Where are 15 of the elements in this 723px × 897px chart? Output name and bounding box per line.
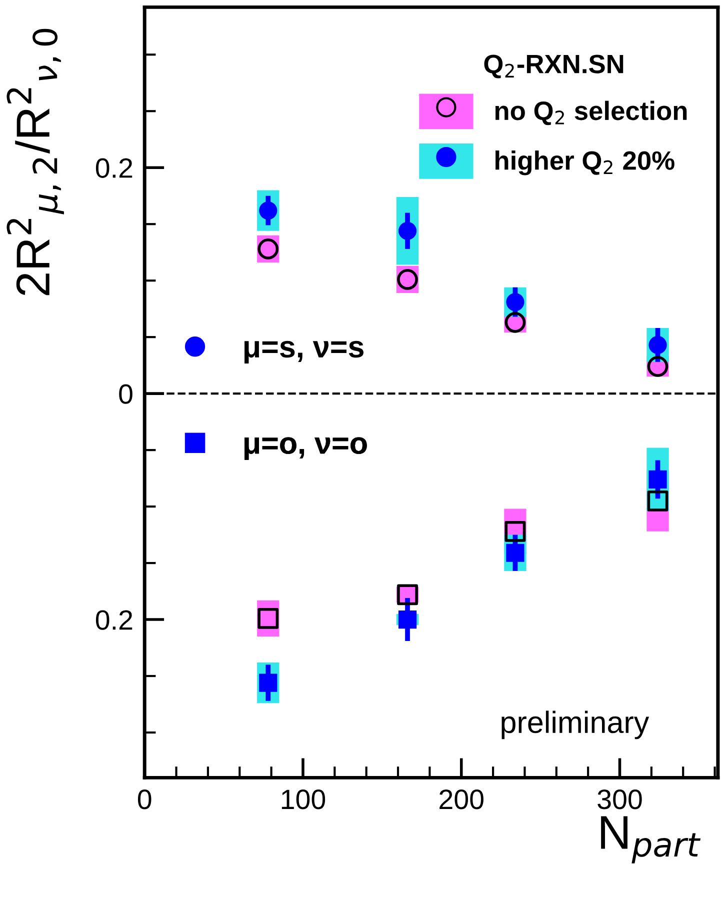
y-tick-label: 0.2 [96,610,132,630]
legend-title: Q$_{2}$-RXN.SN [484,54,624,78]
x-tick-label: 300 [598,790,642,810]
x-tick-label: 200 [440,790,484,810]
y-tick-label: 0.2 [96,158,132,178]
x-tick-label: 0 [138,790,152,810]
x-axis-title: N$_{part}$ [601,816,701,864]
legend-label: no Q$_{2}$ selection [495,100,687,126]
y-axis-title: 2R$^{2}$$_{μ,2}$/R$^{2}$$_{ν,0}$ [6,28,64,296]
legend-label: higher Q$_{2}$ 20% [496,150,674,176]
legend-label: μ=o, ν=o [244,437,367,460]
y-tick-label: 0 [119,384,132,404]
x-tick-label: 100 [282,790,326,810]
annotation: preliminary [502,710,650,740]
legend-label: μ=s, ν=s [244,340,364,364]
